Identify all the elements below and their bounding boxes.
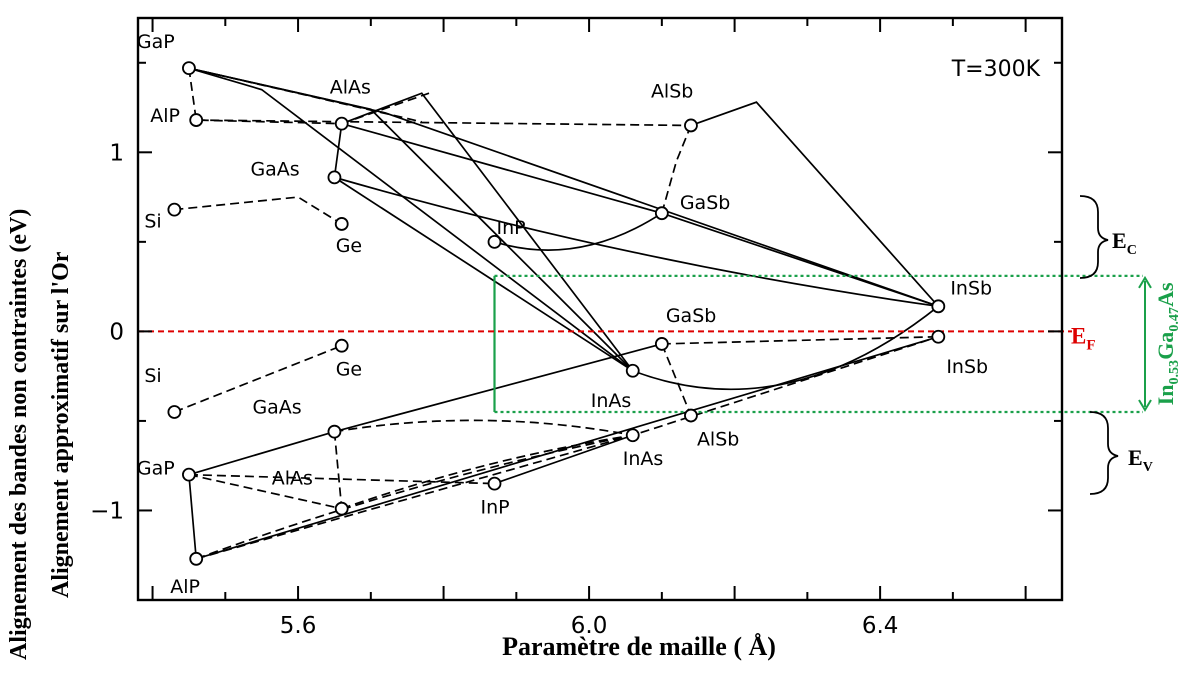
label-conduction-ge: Ge — [336, 235, 362, 257]
marker-conduction-insb — [931, 299, 946, 314]
marker-valence-insb — [931, 329, 946, 344]
curve-alas-gasb — [341, 122, 663, 215]
label-valence-si: Si — [144, 365, 161, 387]
curve-gasb-insb — [661, 212, 939, 308]
marker-conduction-alp — [189, 113, 204, 127]
label-conduction-insb: InSb — [950, 277, 992, 299]
x-tick-label: 5.6 — [280, 613, 317, 639]
marker-valence-alp — [189, 551, 204, 566]
marker-valence-inp — [487, 476, 502, 491]
marker-conduction-alas — [334, 116, 349, 131]
temperature-label: T=300K — [951, 57, 1041, 82]
curve-gap-alp-alas — [188, 68, 342, 125]
marker-valence-si — [167, 405, 182, 419]
fermi-label: EF — [1071, 323, 1096, 353]
marker-conduction-alsb — [684, 118, 698, 133]
label-valence-alp: AlP — [170, 576, 200, 598]
marker-valence-gasb — [654, 337, 669, 351]
label-conduction-gap: GaP — [137, 31, 175, 53]
curve-gap-dash — [188, 67, 422, 123]
curve-gaas-inas — [333, 176, 634, 372]
curve-gasb-insb-v — [661, 335, 939, 345]
label-conduction-alp: AlP — [150, 105, 180, 127]
label-valence-inas: InAs — [623, 448, 664, 470]
curve-alas-inas — [341, 92, 634, 372]
curve-gaas-alas — [333, 123, 343, 178]
label-valence-gasb: GaSb — [666, 305, 717, 327]
curve-gasb-alsb-v — [661, 343, 692, 416]
label-valence-gaas: GaAs — [252, 397, 301, 419]
y-axis-label-line1: Alignement des bandes non contraintes (e… — [6, 208, 32, 660]
curve-alp-alsb — [196, 119, 691, 127]
fermi-line-group: EF — [138, 323, 1096, 353]
ec-label: EC — [1112, 228, 1137, 258]
marker-conduction-gap — [182, 61, 196, 76]
ingaas-arrow-head-bottom — [1138, 399, 1152, 412]
curve-gaas-insb — [334, 176, 939, 308]
x-axis-label: Paramètre de maille ( Å) — [502, 632, 776, 661]
curve-gasb-alsb — [661, 125, 692, 214]
marker-conduction-inp — [487, 234, 502, 249]
y-axis-label-line2: Alignement approximatif sur l'Or — [48, 251, 74, 598]
curve-gaas-inas-v — [334, 419, 633, 437]
marker-valence-gap — [182, 467, 196, 482]
curve-si-ge-v — [174, 344, 343, 413]
compound-markers: GaP AlP AlAs GaAs Si Ge InP GaSb AlSb InAs InSb Si G… — [137, 31, 992, 598]
curve-gap-inp — [188, 473, 495, 485]
ingaas-box: In0.53 Ga0.47 As — [493, 274, 1182, 414]
label-conduction-alas: AlAs — [330, 77, 371, 99]
curve-si-ge-c — [174, 196, 343, 225]
y-tick-label: 1 — [109, 140, 124, 166]
curve-gap-inas — [188, 67, 634, 372]
label-valence-alas: AlAs — [272, 468, 313, 490]
curve-alp-inas-bow — [195, 434, 633, 560]
label-conduction-alsb: AlSb — [651, 80, 693, 102]
label-conduction-gaas: GaAs — [250, 158, 299, 180]
curve-gap-inas-2 — [188, 67, 634, 372]
marker-conduction-inas — [625, 363, 640, 378]
marker-valence-alas — [334, 501, 349, 516]
ec-brace — [1079, 195, 1109, 279]
curve-alsb-insb — [690, 101, 939, 307]
x-tick-label: 6.4 — [862, 613, 899, 639]
axes-frame: 5.6 6.0 6.4 −1 0 1 T=300K — [90, 16, 1064, 639]
ingaas-label: In0.53 Ga0.47 As — [1153, 282, 1182, 405]
label-valence-insb: InSb — [946, 356, 988, 378]
marker-conduction-gasb — [654, 206, 669, 221]
label-conduction-inp: InP — [497, 217, 526, 239]
curve-inp-gasb — [494, 212, 663, 251]
marker-valence-alsb — [684, 408, 698, 423]
curve-gaas-alas-v — [333, 431, 343, 509]
label-valence-inp: InP — [481, 497, 510, 519]
marker-conduction-gaas — [327, 170, 342, 185]
ev-brace — [1089, 411, 1119, 495]
curve-gap-alas — [188, 473, 342, 510]
y-tick-label: −1 — [90, 498, 124, 524]
label-conduction-gasb: GaSb — [680, 192, 731, 214]
curve-alas-dash — [341, 92, 430, 125]
curve-inas-insb — [632, 305, 939, 391]
marker-valence-gaas — [327, 424, 342, 439]
label-conduction-inas: InAs — [591, 390, 632, 412]
marker-conduction-ge — [334, 217, 349, 231]
ingaas-arrow-head-top — [1138, 275, 1152, 289]
curve-inp-inas-v — [494, 434, 634, 485]
label-valence-alsb: AlSb — [697, 429, 739, 451]
marker-valence-ge — [334, 338, 349, 353]
ev-label: EV — [1128, 445, 1153, 475]
marker-conduction-si — [167, 202, 182, 217]
marker-valence-inas — [625, 428, 640, 443]
x-tick-label: 6.0 — [571, 613, 608, 639]
label-conduction-si: Si — [144, 211, 161, 233]
label-valence-ge: Ge — [336, 359, 362, 381]
curve-gap-insb — [188, 67, 939, 308]
y-tick-label: 0 — [109, 319, 124, 345]
label-valence-gap: GaP — [137, 458, 175, 480]
plot-frame — [136, 16, 1064, 602]
